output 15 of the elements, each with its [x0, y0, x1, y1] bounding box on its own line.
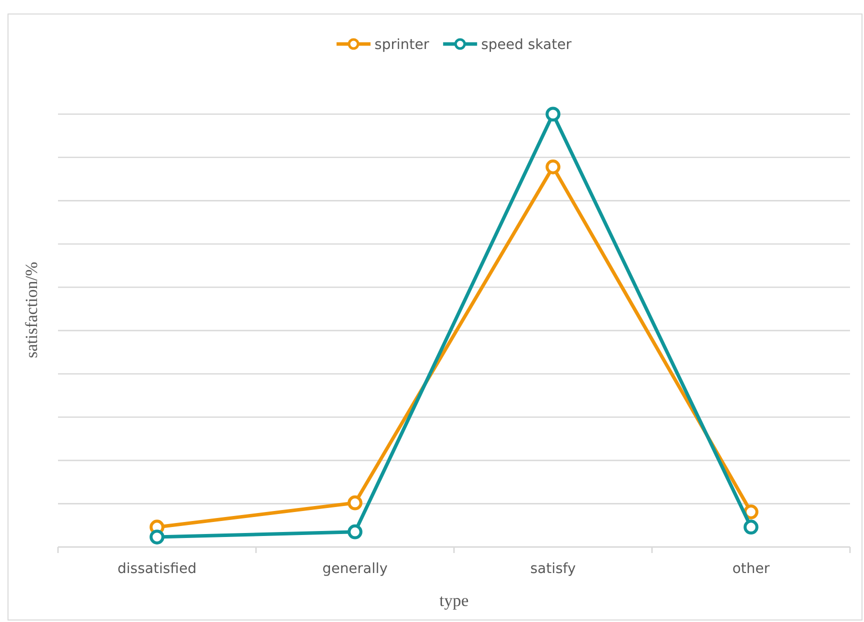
point [348, 524, 362, 540]
legend-label: sprinter [374, 37, 430, 53]
point [744, 520, 758, 534]
x-tick-label: generally [322, 560, 388, 577]
x-tick-label: other [732, 560, 770, 577]
point [150, 530, 164, 544]
x-axis-title: type [439, 591, 469, 610]
y-axis-title: satisfaction/% [22, 262, 41, 358]
x-tick-label: dissatisfied [118, 560, 196, 577]
point [744, 504, 758, 520]
x-tick-label: satisfy [530, 560, 576, 577]
point [546, 106, 560, 122]
legend-label: speed skater [481, 37, 572, 53]
point [348, 495, 362, 510]
point [546, 160, 560, 174]
